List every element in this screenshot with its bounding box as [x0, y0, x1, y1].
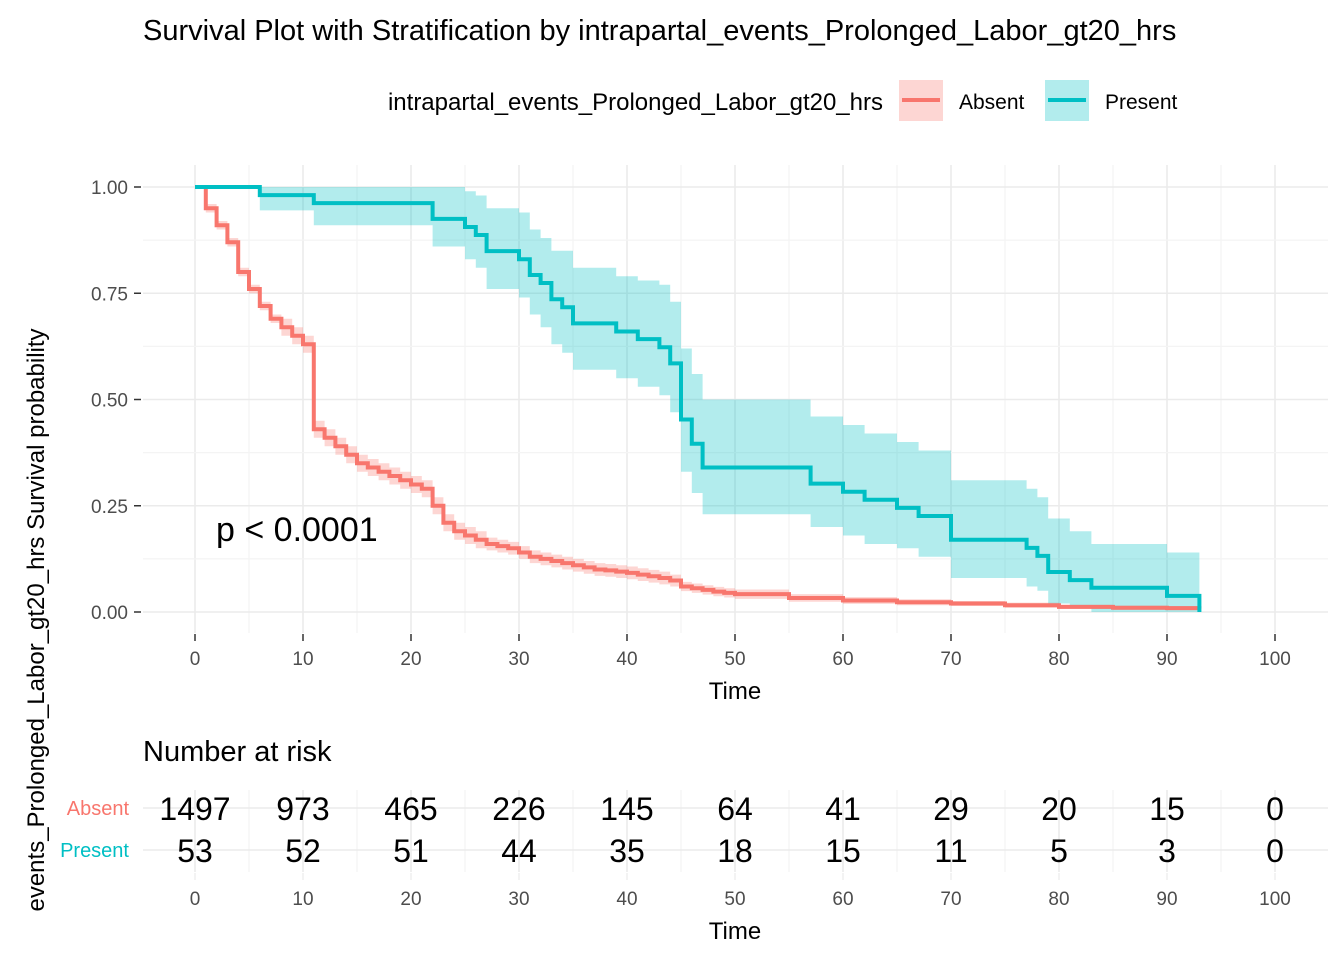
risk-count-absent: 64	[717, 791, 753, 827]
risk-x-tick-label: 30	[508, 889, 529, 910]
risk-count-present: 5	[1050, 833, 1068, 869]
y-tick-label: 0.75	[91, 284, 128, 305]
risk-x-tick-label: 70	[940, 889, 961, 910]
risk-table-grid	[143, 790, 1328, 872]
risk-table-x-label: Time	[709, 918, 761, 945]
risk-x-tick-label: 0	[190, 889, 201, 910]
x-tick-label: 40	[616, 649, 637, 670]
risk-count-absent: 973	[276, 791, 329, 827]
y-axis-ticks: 0.00 0.25 0.50 0.75 1.00	[91, 178, 141, 624]
risk-count-present: 15	[825, 833, 861, 869]
chart-title: Survival Plot with Stratification by int…	[143, 15, 1176, 47]
risk-count-absent: 145	[600, 791, 653, 827]
risk-row-label-present: Present	[60, 840, 129, 862]
risk-count-present: 18	[717, 833, 753, 869]
legend-key-present	[1045, 80, 1089, 121]
risk-count-absent: 41	[825, 791, 861, 827]
risk-count-absent: 15	[1149, 791, 1185, 827]
risk-table-x-ticks: 0 10 20 30 40 50 60 70 80 90 100	[190, 873, 1291, 910]
y-tick-label: 0.25	[91, 497, 128, 518]
survival-curve-absent	[195, 185, 1202, 611]
survival-curve-present	[195, 185, 1202, 612]
risk-count-absent: 465	[384, 791, 437, 827]
x-tick-label: 30	[508, 649, 529, 670]
risk-count-present: 11	[934, 833, 967, 869]
risk-x-tick-label: 90	[1156, 889, 1177, 910]
y-axis-label: events_Prolonged_Labor_gt20_hrs Survival…	[23, 328, 50, 911]
x-tick-label: 90	[1156, 649, 1177, 670]
risk-x-tick-label: 50	[724, 889, 745, 910]
x-tick-label: 60	[832, 649, 853, 670]
risk-row-label-absent: Absent	[67, 798, 130, 820]
x-tick-label: 20	[400, 649, 421, 670]
risk-count-absent: 0	[1266, 791, 1284, 827]
x-tick-label: 80	[1048, 649, 1069, 670]
legend: intrapartal_events_Prolonged_Labor_gt20_…	[388, 80, 1178, 121]
risk-x-tick-label: 20	[400, 889, 421, 910]
legend-label-absent: Absent	[959, 91, 1025, 114]
legend-label-present: Present	[1105, 91, 1178, 114]
survival-curves	[195, 185, 1202, 612]
x-tick-label: 100	[1259, 649, 1291, 670]
y-tick-label: 1.00	[91, 178, 128, 199]
x-tick-label: 50	[724, 649, 745, 670]
risk-count-present: 53	[177, 833, 213, 869]
confidence-bands	[195, 187, 1200, 612]
risk-count-present: 3	[1158, 833, 1176, 869]
risk-x-tick-label: 10	[292, 889, 313, 910]
y-tick-label: 0.00	[91, 603, 128, 624]
p-value-annotation: p < 0.0001	[216, 511, 378, 549]
risk-count-absent: 29	[933, 791, 969, 827]
risk-table-title: Number at risk	[143, 736, 332, 768]
risk-table-rows: Absent 1497 973 465 226 145 64 41 29 20 15 0 Present…	[60, 791, 1284, 869]
y-tick-label: 0.50	[91, 391, 128, 412]
risk-count-present: 52	[285, 833, 321, 869]
risk-x-tick-label: 40	[616, 889, 637, 910]
x-axis-label: Time	[709, 678, 761, 705]
confidence-band-present	[195, 187, 1200, 612]
risk-x-tick-label: 80	[1048, 889, 1069, 910]
x-tick-label: 70	[940, 649, 961, 670]
risk-count-present: 51	[393, 833, 429, 869]
x-axis-ticks: 0 10 20 30 40 50 60 70 80 90 100	[190, 634, 1291, 670]
risk-count-present: 35	[609, 833, 645, 869]
risk-count-absent: 20	[1041, 791, 1077, 827]
risk-x-tick-label: 100	[1259, 889, 1291, 910]
x-tick-label: 0	[190, 649, 201, 670]
risk-count-absent: 226	[492, 791, 545, 827]
risk-x-tick-label: 60	[832, 889, 853, 910]
legend-title: intrapartal_events_Prolonged_Labor_gt20_…	[388, 89, 883, 116]
risk-count-present: 0	[1266, 833, 1284, 869]
legend-key-absent	[899, 80, 943, 121]
risk-count-present: 44	[501, 833, 537, 869]
risk-count-absent: 1497	[159, 791, 230, 827]
x-tick-label: 10	[292, 649, 313, 670]
